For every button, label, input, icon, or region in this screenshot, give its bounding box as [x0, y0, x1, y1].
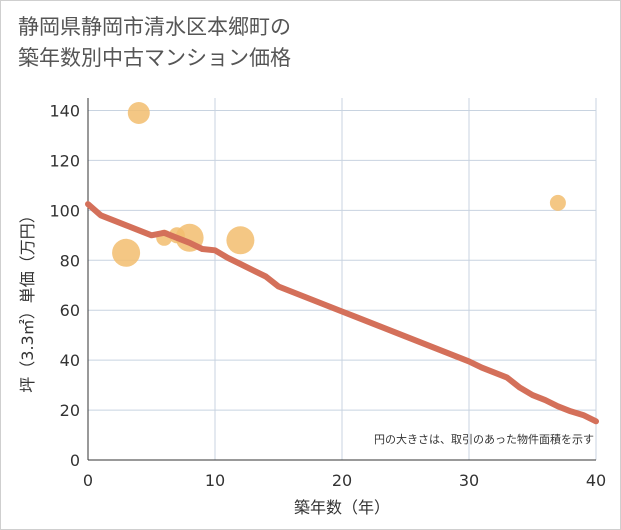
x-tick-labels: 0 10 20 30 40 — [83, 471, 606, 490]
chart-title-line1: 静岡県静岡市清水区本郷町の — [18, 15, 291, 39]
y-tick-label: 0 — [70, 451, 80, 470]
y-tick-labels: 0 20 40 60 80 100 120 140 — [49, 101, 80, 470]
x-tick-label: 30 — [459, 471, 479, 490]
chart-note: 円の大きさは、取引のあった物件面積を示す — [374, 432, 594, 446]
x-tick-label: 0 — [83, 471, 93, 490]
axes — [87, 98, 596, 461]
bubble-point — [549, 194, 566, 211]
y-tick-label: 100 — [49, 201, 80, 220]
y-tick-label: 140 — [49, 101, 80, 120]
trend-line-series — [85, 201, 599, 425]
y-tick-label: 80 — [60, 251, 80, 270]
bubble-point — [127, 101, 150, 124]
x-tick-label: 40 — [586, 471, 606, 490]
chart-title-line2: 築年数別中古マンション価格 — [18, 46, 291, 70]
trend-line — [85, 201, 599, 425]
bubble-point — [226, 226, 255, 255]
x-tick-label: 10 — [205, 471, 225, 490]
x-axis-title: 築年数（年） — [294, 498, 390, 517]
x-tick-label: 20 — [332, 471, 352, 490]
y-tick-label: 120 — [49, 151, 80, 170]
y-axis-title: 坪（3.3㎡）単価（万円） — [18, 207, 37, 392]
y-tick-label: 20 — [60, 401, 80, 420]
chart-title: 静岡県静岡市清水区本郷町の 築年数別中古マンション価格 — [18, 12, 608, 74]
y-tick-label: 60 — [60, 301, 80, 320]
y-tick-label: 40 — [60, 351, 80, 370]
bubble-point — [112, 238, 141, 267]
